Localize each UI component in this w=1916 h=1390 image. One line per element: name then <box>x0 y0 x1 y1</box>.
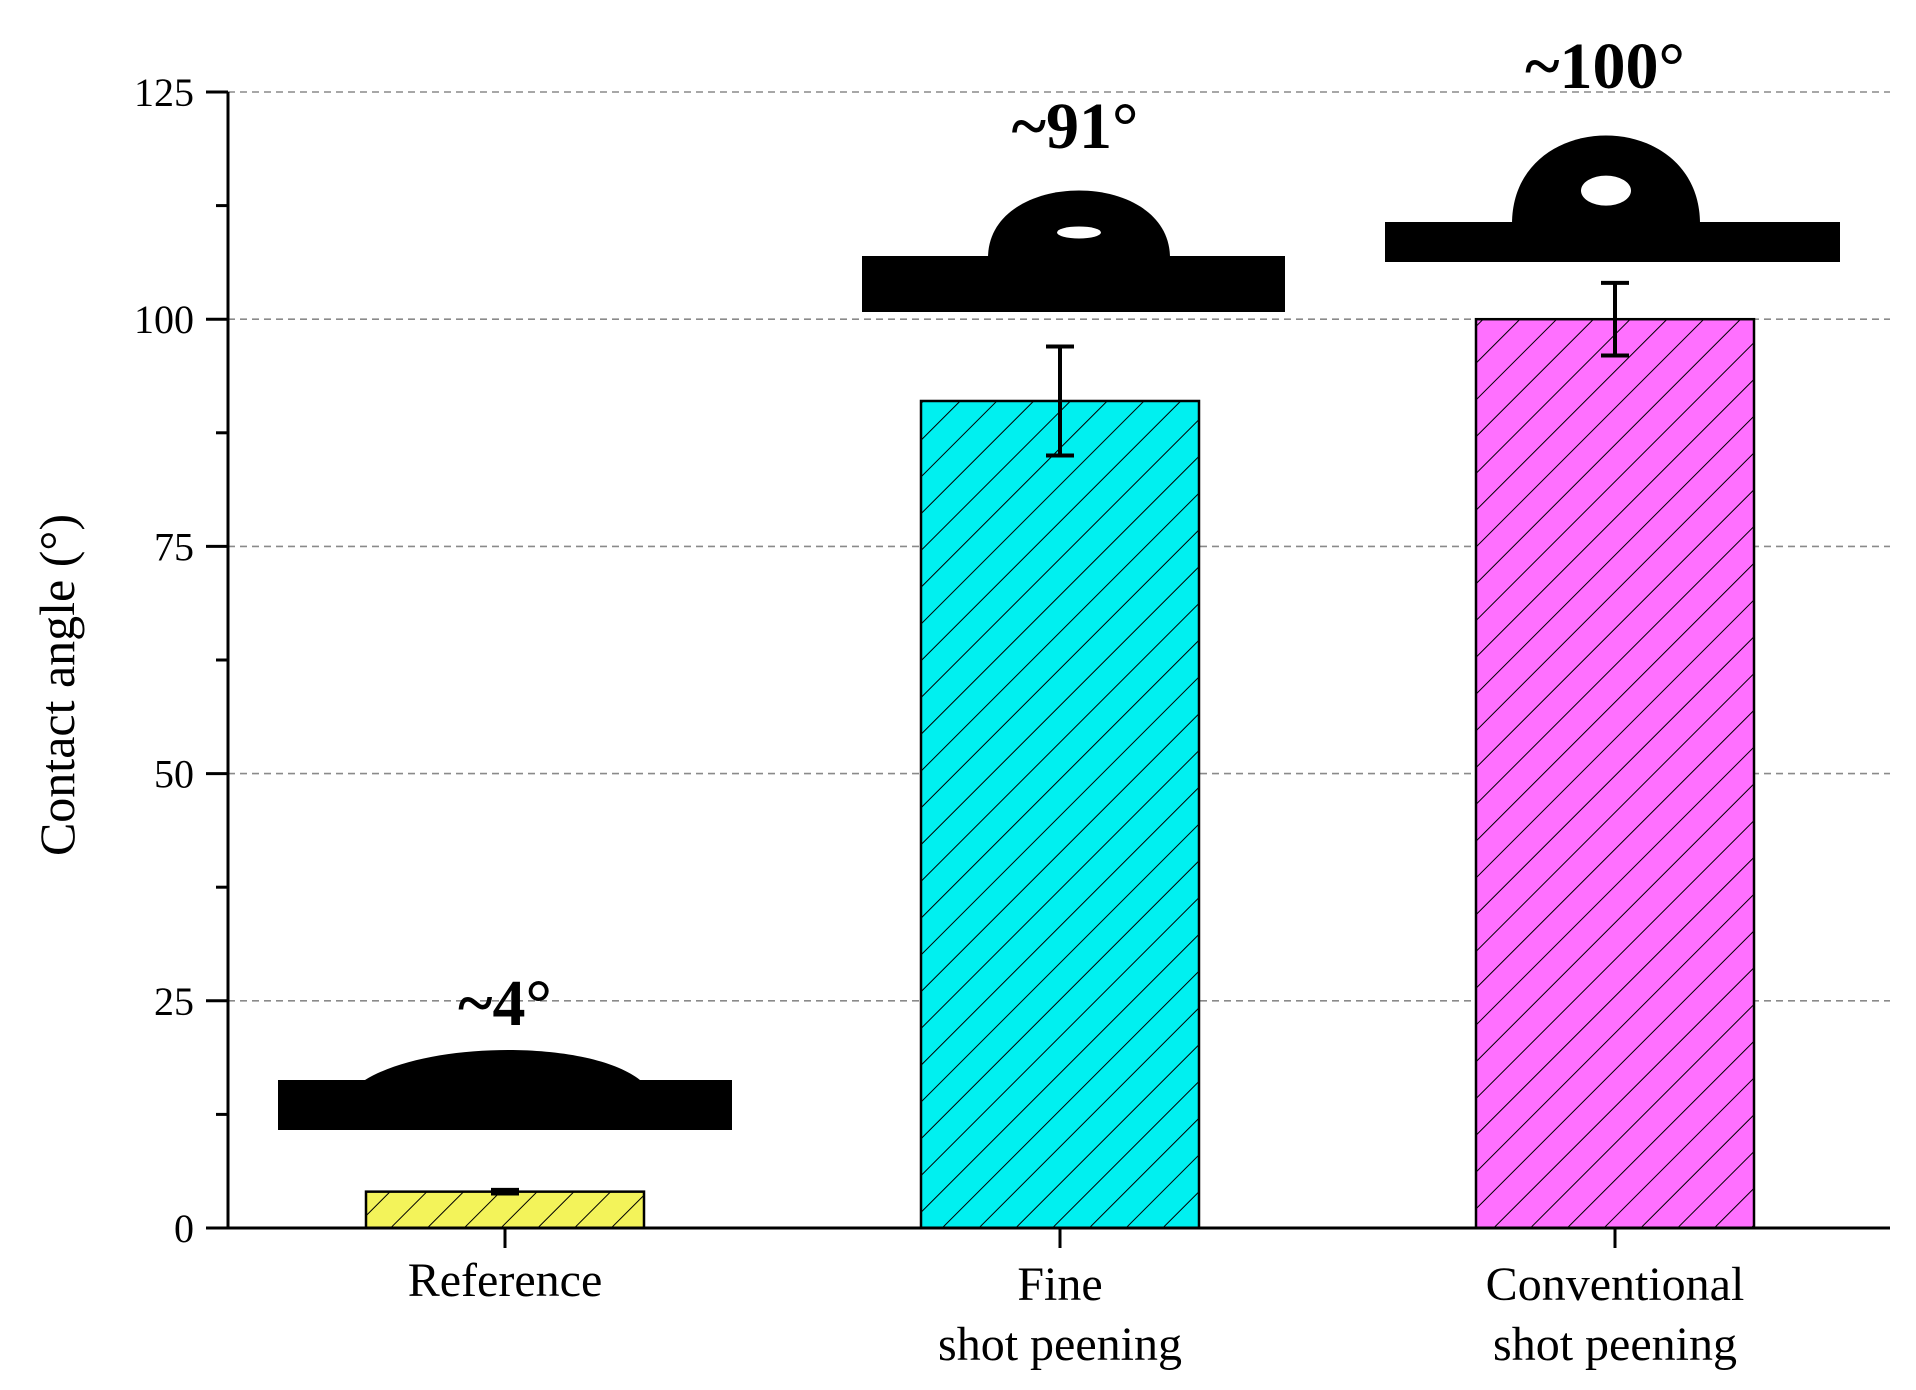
error-bars <box>491 280 1629 1196</box>
y-tick-label-125: 125 <box>134 70 194 115</box>
bar-1 <box>919 399 1201 1230</box>
y-tick-label-25: 25 <box>154 979 194 1024</box>
droplet-shape-0 <box>278 1050 732 1130</box>
droplet-substrate-1 <box>862 256 1285 312</box>
bars <box>364 317 1756 1230</box>
axes <box>206 90 1890 1248</box>
x-tick-label-2-1: shot peening <box>1493 1318 1737 1371</box>
droplet-image-1 <box>862 190 1285 312</box>
droplet-highlight-2 <box>1581 175 1631 206</box>
x-tick-label-0-0: Reference <box>408 1254 603 1307</box>
x-tick-label-1-1: shot peening <box>938 1318 1182 1371</box>
y-tick-label-100: 100 <box>134 297 194 342</box>
labels: Contact angle (°) Reference Fine shot peen… <box>29 30 1744 1371</box>
y-tick-label-75: 75 <box>154 524 194 569</box>
y-tick-label-50: 50 <box>154 752 194 797</box>
droplet-image-0 <box>278 1050 732 1130</box>
x-tick-label-2-0: Conventional <box>1486 1258 1745 1311</box>
droplet-highlight-1 <box>1057 226 1101 239</box>
bar-0 <box>364 1190 646 1230</box>
value-annotation-1: ~91° <box>1012 90 1139 163</box>
bar-2 <box>1474 317 1756 1230</box>
y-tick-label-0: 0 <box>174 1206 194 1251</box>
x-tick-label-1-0: Fine <box>1017 1258 1102 1311</box>
droplet-shape-1 <box>988 190 1170 258</box>
y-axis-title: Contact angle (°) <box>29 514 85 856</box>
droplet-substrate-2 <box>1385 222 1840 262</box>
droplet-image-2 <box>1385 135 1840 262</box>
value-annotation-0: ~4° <box>458 967 552 1040</box>
droplet-insets <box>278 135 1840 1130</box>
value-annotation-2: ~100° <box>1525 30 1685 103</box>
